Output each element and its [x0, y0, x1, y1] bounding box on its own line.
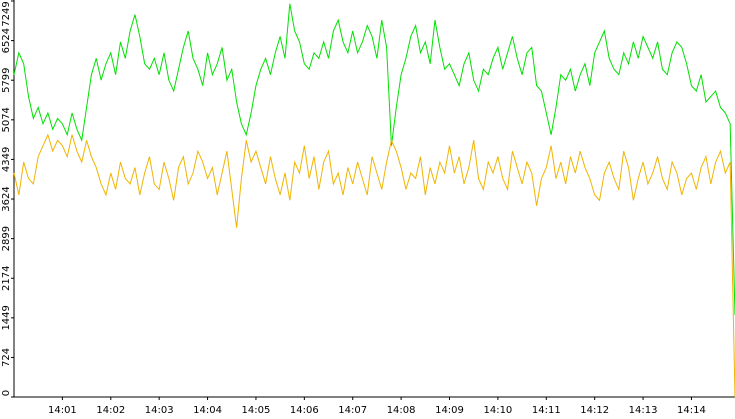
- y-tick-label: 7249: [1, 1, 12, 26]
- y-tick-label: 4349: [1, 147, 12, 172]
- data-line: [13, 3, 735, 316]
- x-tick-label: 14:10: [483, 405, 512, 415]
- x-tick-label: 14:13: [629, 405, 658, 415]
- y-tick-label: 0: [1, 390, 12, 396]
- y-tick-label: 3624: [1, 186, 12, 211]
- y-tick-label: 1449: [1, 305, 12, 330]
- x-tick-label: 14:11: [532, 405, 561, 415]
- data-line: [13, 133, 735, 398]
- x-tick-label: 14:08: [387, 405, 416, 415]
- y-tick-label: 2174: [1, 266, 12, 291]
- x-tick-label: 14:03: [145, 405, 174, 415]
- x-tick-label: 14:09: [435, 405, 464, 415]
- x-tick-label: 14:14: [677, 405, 706, 415]
- x-tick-label: 14:01: [48, 405, 77, 415]
- y-tick-label: 724: [1, 348, 12, 367]
- y-tick-label: 2899: [1, 226, 12, 251]
- y-tick-label: 5074: [1, 107, 12, 132]
- x-tick-label: 14:06: [290, 405, 319, 415]
- x-tick-label: 14:04: [193, 405, 222, 415]
- x-tick-label: 14:02: [96, 405, 125, 415]
- x-tick-label: 14:07: [338, 405, 367, 415]
- x-tick-label: 14:05: [242, 405, 271, 415]
- y-tick-label: 6524: [1, 28, 12, 53]
- y-tick-label: 5799: [1, 67, 12, 92]
- x-tick-label: 14:12: [580, 405, 609, 415]
